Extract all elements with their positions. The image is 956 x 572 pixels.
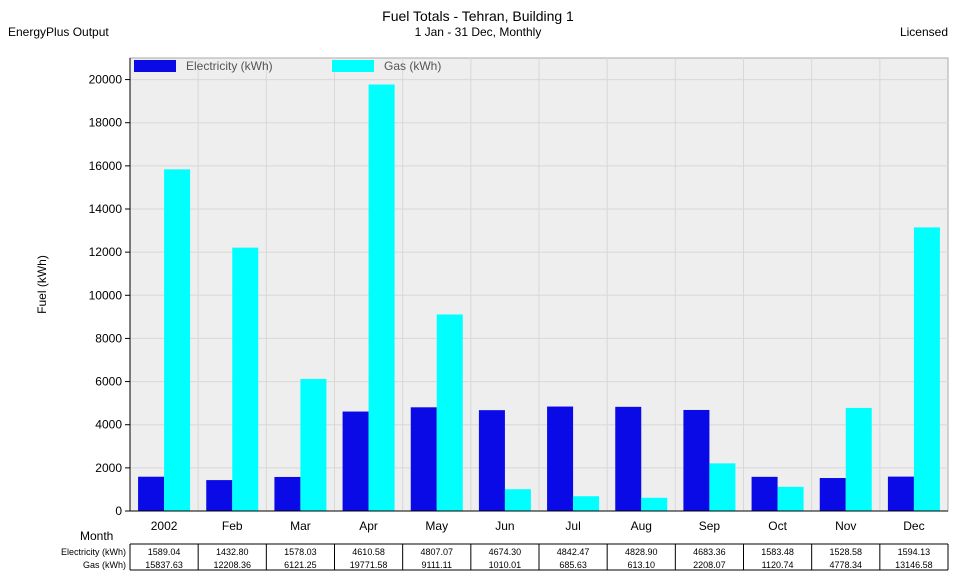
table-cell: 1589.04 xyxy=(148,547,181,557)
license-label: Licensed xyxy=(899,25,948,39)
x-tick-label: Oct xyxy=(768,519,787,533)
bar-electricity xyxy=(615,406,642,511)
table-cell: 4842.47 xyxy=(557,547,590,557)
x-tick-label: Jun xyxy=(495,519,514,533)
y-tick-label: 6000 xyxy=(95,375,122,389)
bar-gas xyxy=(164,169,191,512)
bar-electricity xyxy=(478,410,505,511)
x-tick-label: Dec xyxy=(903,519,924,533)
legend-swatch-gas xyxy=(332,60,374,72)
bar-electricity xyxy=(206,480,233,511)
y-tick-label: 20000 xyxy=(89,73,123,87)
y-tick-label: 8000 xyxy=(95,331,122,345)
y-tick-label: 18000 xyxy=(89,116,123,130)
y-tick-label: 10000 xyxy=(89,288,123,302)
bar-gas xyxy=(232,247,259,511)
table-cell: 6121.25 xyxy=(284,560,317,570)
table-cell: 4828.90 xyxy=(625,547,658,557)
y-tick-label: 16000 xyxy=(89,159,123,173)
table-cell: 12208.36 xyxy=(213,560,251,570)
bar-gas xyxy=(300,378,327,511)
data-table: Electricity (kWh) 1589.04 1432.80 1578.03 46… xyxy=(61,543,949,571)
table-cell: 4683.36 xyxy=(693,547,726,557)
table-cell: 1528.58 xyxy=(829,547,862,557)
bar-gas xyxy=(368,84,395,511)
bar-electricity xyxy=(410,407,437,511)
y-tick-label: 12000 xyxy=(89,245,123,259)
table-cell: 1583.48 xyxy=(761,547,794,557)
bar-electricity xyxy=(819,478,846,511)
table-cell: 1120.74 xyxy=(762,560,794,570)
y-tick-label: 14000 xyxy=(89,202,123,216)
chart-subtitle: 1 Jan - 31 Dec, Monthly xyxy=(414,25,542,39)
legend-label-gas: Gas (kWh) xyxy=(384,59,441,73)
y-axis-ticks: 0 2000 4000 6000 8000 10000 12000 14000 16000 180… xyxy=(89,58,948,518)
table-cell: 1010.01 xyxy=(489,560,522,570)
table-cell: 9111.11 xyxy=(421,560,452,570)
y-tick-label: 0 xyxy=(115,504,122,518)
bars xyxy=(138,84,940,512)
bar-gas xyxy=(913,227,940,511)
y-axis-label: Fuel (kWh) xyxy=(35,255,49,314)
table-cell: 15837.63 xyxy=(145,560,183,570)
table-cell: 1578.03 xyxy=(284,547,317,557)
bar-gas xyxy=(845,407,872,511)
bar-electricity xyxy=(887,476,914,511)
legend-swatch-electricity xyxy=(134,60,176,72)
bar-gas xyxy=(436,314,463,511)
table-cell: 1432.80 xyxy=(216,547,249,557)
bar-gas xyxy=(573,496,600,511)
bar-electricity xyxy=(138,476,165,511)
table-cell: 613.10 xyxy=(627,560,655,570)
legend: Electricity (kWh) Gas (kWh) xyxy=(134,59,441,73)
x-tick-label: Mar xyxy=(290,519,311,533)
x-tick-label: 2002 xyxy=(151,519,178,533)
table-cell: 4610.58 xyxy=(352,547,385,557)
x-tick-label: Apr xyxy=(359,519,378,533)
bar-gas xyxy=(641,497,668,511)
bar-electricity xyxy=(547,406,574,511)
x-axis-ticks: 2002 Feb Mar Apr May Jun Jul Aug Sep Oct Nov Dec xyxy=(151,519,925,533)
bar-gas xyxy=(777,486,804,511)
x-tick-label: Jul xyxy=(565,519,580,533)
table-cell: 4807.07 xyxy=(420,547,453,557)
bar-gas xyxy=(709,463,736,511)
grid-lines xyxy=(130,58,948,511)
x-tick-label: Feb xyxy=(222,519,243,533)
legend-label-electricity: Electricity (kWh) xyxy=(186,59,273,73)
bar-electricity xyxy=(751,476,778,511)
x-tick-label: Nov xyxy=(835,519,856,533)
output-label: EnergyPlus Output xyxy=(8,25,109,39)
table-cell: 4674.30 xyxy=(489,547,522,557)
table-cell: 13146.58 xyxy=(895,560,933,570)
table-cell: 2208.07 xyxy=(693,560,726,570)
bar-electricity xyxy=(342,411,369,511)
x-axis-label: Month xyxy=(80,529,113,543)
bar-electricity xyxy=(683,409,710,511)
bar-gas xyxy=(504,489,531,511)
table-cell: 4778.34 xyxy=(829,560,862,570)
table-row-label: Gas (kWh) xyxy=(83,560,126,570)
chart-title: Fuel Totals - Tehran, Building 1 xyxy=(382,8,574,24)
table-row-label: Electricity (kWh) xyxy=(61,547,126,557)
x-tick-label: Sep xyxy=(699,519,721,533)
table-cell: 685.63 xyxy=(559,560,587,570)
x-tick-label: Aug xyxy=(631,519,652,533)
y-tick-label: 4000 xyxy=(95,418,122,432)
y-tick-label: 2000 xyxy=(95,461,122,475)
x-tick-label: May xyxy=(425,519,448,533)
table-cell: 19771.58 xyxy=(350,560,388,570)
table-cell: 1594.13 xyxy=(898,547,931,557)
bar-electricity xyxy=(274,476,301,511)
